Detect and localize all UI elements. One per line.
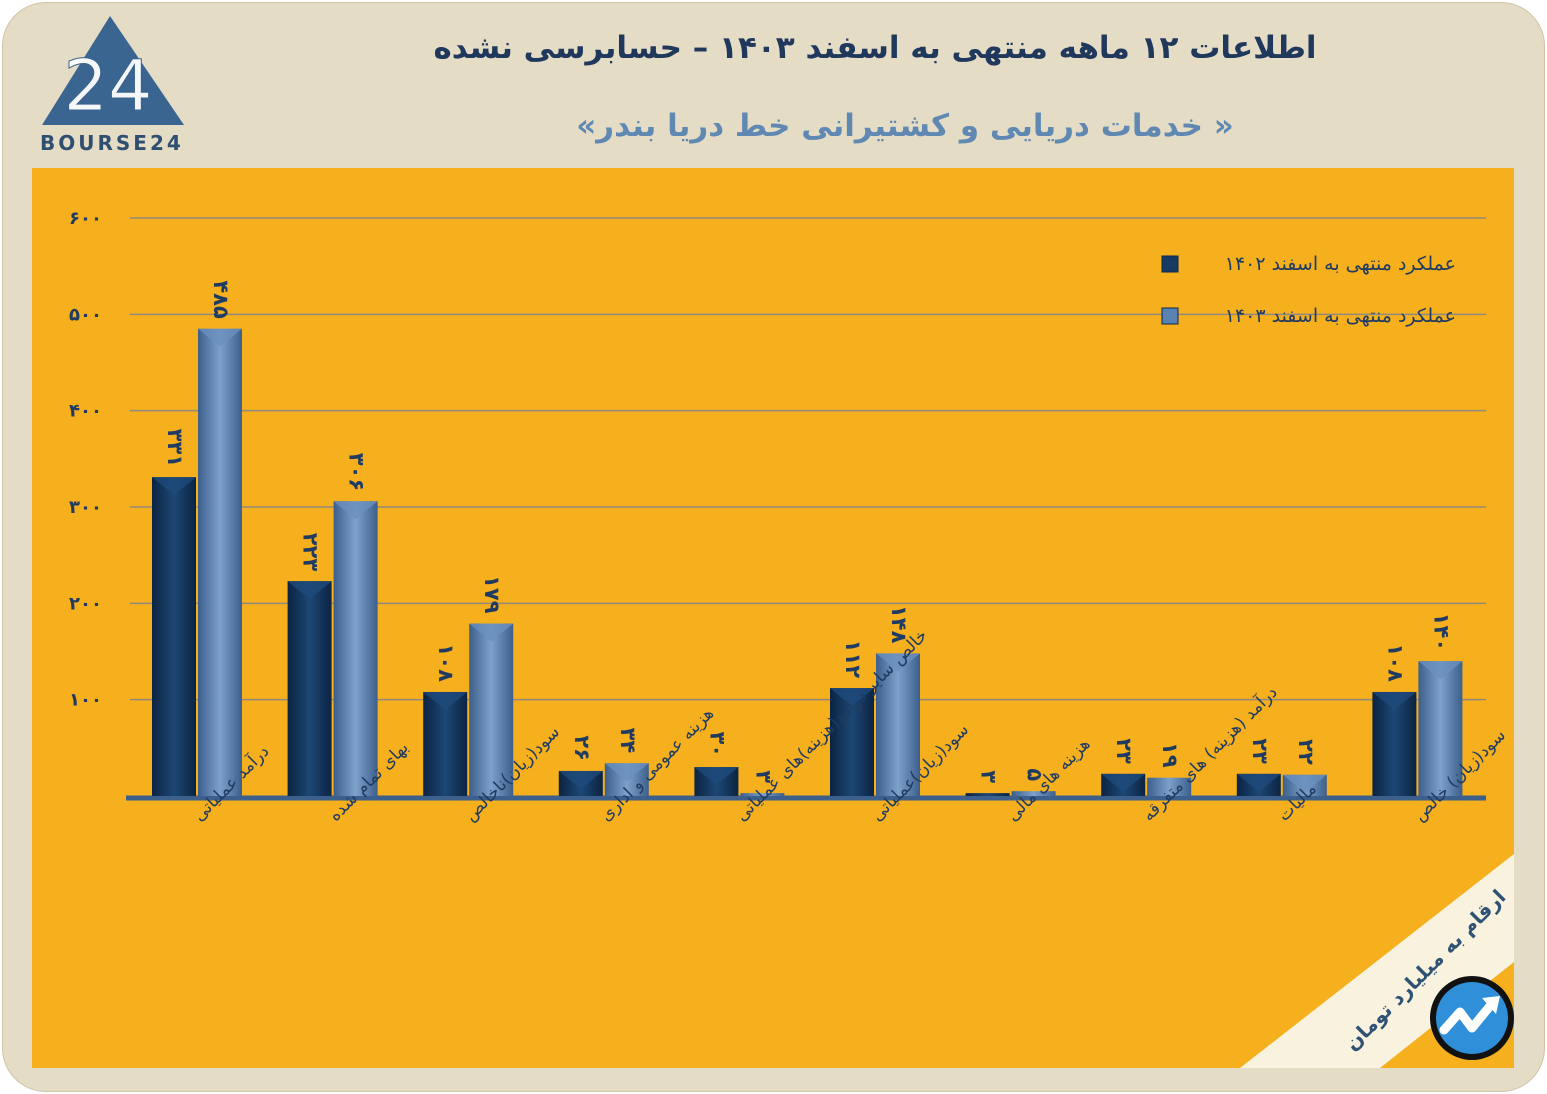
bar-1403 xyxy=(333,501,378,796)
bar-bevel xyxy=(876,653,920,672)
data-label: ۱۷۹ xyxy=(480,575,504,614)
bar-bevel xyxy=(333,501,378,520)
bar-bevel xyxy=(694,767,739,786)
data-label: ۱۰۸ xyxy=(434,644,458,683)
data-label: ۴۸۵ xyxy=(209,280,233,319)
bar-bevel xyxy=(1236,773,1281,792)
data-label: ۲۳ xyxy=(1248,738,1272,764)
data-label: ۲۲ xyxy=(1294,739,1318,765)
bar-bevel xyxy=(558,770,603,789)
bar-1403 xyxy=(469,623,514,796)
trend-arrow-icon xyxy=(1430,976,1514,1060)
bar-bevel xyxy=(1101,773,1146,792)
bar-bevel xyxy=(423,691,468,710)
logo-text: BOURSE24 xyxy=(40,131,184,155)
y-tick-label: ۲۰۰ xyxy=(69,593,102,614)
bar-bevel xyxy=(198,328,242,347)
bar-bevel xyxy=(287,581,332,600)
bar-1403 xyxy=(1011,791,1056,796)
y-tick-label: ۵۰۰ xyxy=(69,304,102,325)
x-category-label: هزینه های مالی xyxy=(1003,734,1094,825)
bar-bevel xyxy=(830,688,874,707)
y-tick-label: ۴۰۰ xyxy=(69,401,102,422)
bar-1403 xyxy=(740,793,785,796)
page-subtitle: « خدمات دریایی و کشتیرانی خط دریا بندر» xyxy=(576,108,1234,144)
bar-1403 xyxy=(1147,777,1192,796)
data-label: ۲۳ xyxy=(1112,738,1136,764)
legend-swatch-1403 xyxy=(1161,307,1179,325)
bar-1402 xyxy=(152,477,196,796)
bar-bevel xyxy=(469,623,514,642)
bar-bevel xyxy=(1282,774,1327,793)
y-tick-label: ۶۰۰ xyxy=(69,208,102,229)
data-label: ۱۴۰ xyxy=(1429,613,1453,651)
data-label: ۳۰۶ xyxy=(345,453,369,491)
legend-swatch-1402 xyxy=(1161,255,1179,273)
data-label: ۵ xyxy=(1023,768,1047,781)
data-label: ۳۴ xyxy=(616,728,640,754)
data-label: ۱۰۸ xyxy=(1383,644,1407,683)
data-label: ۲۲۳ xyxy=(299,533,323,572)
chart-panel: ۱۰۰ ۲۰۰ ۳۰۰ ۴۰۰ ۵۰۰ ۶۰۰ ۳۳۱ ۴۸۵ درآمد عملیاتی ۲۲… xyxy=(32,168,1514,1068)
bar-bevel xyxy=(604,763,649,782)
y-tick-label: ۳۰۰ xyxy=(69,497,102,518)
page-title: اطلاعات ۱۲ ماهه منتهی به اسفند ۱۴۰۳ – حس… xyxy=(433,30,1317,66)
legend-label-1402: عملکرد منتهی به اسفند ۱۴۰۲ xyxy=(1225,253,1456,275)
bar-bevel xyxy=(152,477,196,496)
data-label: ۳ xyxy=(977,770,1001,783)
bar-1402 xyxy=(965,793,1010,796)
bar-1403 xyxy=(1418,661,1463,796)
data-label: ۳ xyxy=(751,770,775,783)
logo-number: 24 xyxy=(63,45,152,127)
bar-bevel xyxy=(1418,661,1463,680)
data-label: ۱۹ xyxy=(1158,742,1182,768)
data-label: ۳۰ xyxy=(705,731,729,757)
bar-1403 xyxy=(876,653,920,796)
data-label: ۱۱۲ xyxy=(841,640,865,679)
data-label: ۳۳۱ xyxy=(163,429,187,467)
bar-bevel xyxy=(1372,691,1417,710)
bar-1403 xyxy=(198,328,242,796)
y-tick-label: ۱۰۰ xyxy=(69,690,102,711)
bar-1402 xyxy=(287,581,332,796)
bourse24-logo-icon: 24 xyxy=(42,16,184,128)
legend-label-1403: عملکرد منتهی به اسفند ۱۴۰۳ xyxy=(1225,305,1456,327)
data-label: ۱۴۸ xyxy=(887,605,911,644)
data-label: ۲۶ xyxy=(570,735,594,761)
